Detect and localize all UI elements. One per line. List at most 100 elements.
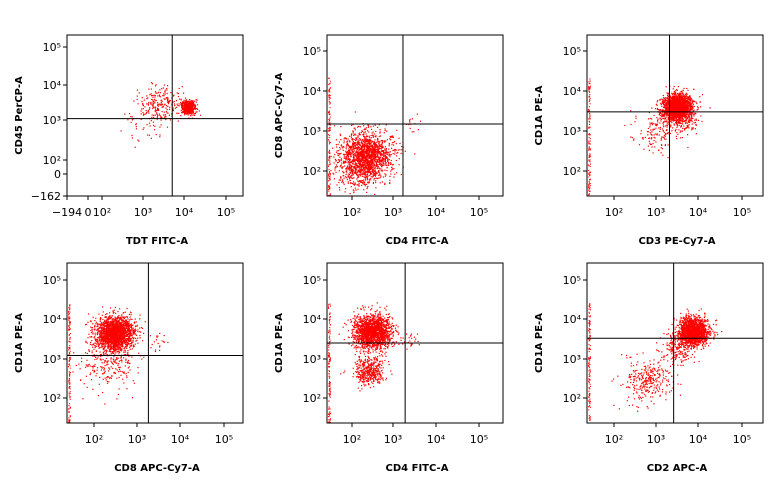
data-point	[363, 136, 365, 138]
data-point	[635, 117, 637, 119]
data-point	[366, 153, 368, 155]
data-point	[329, 128, 331, 130]
data-point	[358, 138, 361, 140]
data-point	[356, 173, 358, 176]
data-point	[364, 141, 366, 143]
data-point	[385, 155, 387, 157]
data-point	[389, 182, 391, 184]
data-point	[386, 157, 388, 159]
data-point	[335, 159, 337, 161]
data-point	[677, 86, 679, 88]
data-point	[391, 144, 393, 146]
data-point	[364, 159, 366, 161]
data-point	[182, 107, 184, 109]
data-point	[346, 157, 348, 159]
data-point	[385, 174, 387, 176]
data-point	[679, 106, 681, 108]
data-point	[328, 136, 330, 139]
data-point	[677, 119, 679, 122]
y-tick-label: 10⁴	[303, 85, 322, 98]
data-point	[664, 107, 666, 109]
data-point	[670, 97, 672, 99]
data-point	[663, 104, 665, 106]
data-point	[369, 147, 371, 150]
data-point	[674, 119, 676, 122]
data-point	[663, 115, 665, 117]
data-point	[353, 155, 355, 157]
data-point	[379, 168, 381, 170]
data-point	[352, 161, 354, 163]
data-point	[665, 103, 667, 105]
data-point	[355, 151, 357, 153]
data-point	[173, 100, 175, 103]
data-point	[157, 108, 159, 110]
data-point	[694, 113, 696, 115]
data-point	[359, 159, 362, 161]
data-point	[168, 100, 170, 103]
data-point	[148, 112, 150, 114]
data-point	[194, 112, 197, 114]
data-point	[185, 109, 187, 111]
data-point	[373, 177, 375, 180]
data-point	[181, 109, 183, 111]
data-point	[682, 95, 684, 98]
x-tick-label: 10⁵	[470, 206, 488, 219]
data-point	[353, 160, 355, 162]
data-point	[365, 183, 368, 185]
data-point	[374, 175, 376, 177]
data-point	[367, 153, 369, 156]
data-point	[196, 104, 199, 106]
data-point	[148, 134, 150, 136]
data-point	[679, 95, 681, 97]
data-point	[349, 151, 351, 153]
data-point	[328, 186, 330, 188]
data-point	[328, 157, 330, 159]
data-point	[691, 107, 693, 109]
data-point	[365, 151, 367, 153]
data-point	[697, 119, 700, 121]
data-point	[391, 135, 394, 137]
data-point	[374, 161, 376, 163]
data-point	[693, 109, 695, 111]
data-point	[380, 151, 382, 153]
data-point	[670, 105, 672, 107]
data-point	[328, 194, 330, 196]
data-point	[373, 165, 375, 167]
data-point	[180, 110, 182, 112]
data-point	[161, 106, 163, 108]
data-point	[377, 161, 379, 163]
data-point	[390, 136, 392, 138]
data-point	[687, 110, 689, 112]
data-point	[352, 130, 354, 132]
data-point	[186, 107, 188, 109]
data-point	[672, 110, 675, 112]
data-point	[679, 101, 681, 104]
data-point	[670, 112, 672, 114]
data-point	[658, 127, 660, 129]
data-point	[655, 133, 657, 135]
data-point	[147, 103, 149, 105]
data-point	[664, 112, 666, 114]
data-point	[352, 141, 354, 143]
data-point	[367, 168, 369, 170]
data-point	[190, 104, 192, 106]
data-point	[346, 155, 348, 157]
data-point	[183, 103, 186, 105]
data-point	[350, 177, 352, 179]
data-point	[373, 156, 375, 158]
data-point	[680, 114, 682, 116]
data-point	[355, 169, 357, 171]
data-point	[354, 111, 357, 113]
data-point	[679, 100, 681, 102]
data-point	[373, 141, 375, 143]
data-point	[189, 103, 191, 105]
data-point	[366, 161, 368, 163]
data-point	[347, 150, 349, 152]
data-point	[411, 118, 413, 120]
data-point	[355, 164, 358, 166]
data-point	[355, 189, 357, 191]
data-point	[339, 133, 341, 135]
data-point	[683, 114, 685, 116]
data-point	[394, 153, 396, 155]
data-point	[673, 118, 675, 120]
